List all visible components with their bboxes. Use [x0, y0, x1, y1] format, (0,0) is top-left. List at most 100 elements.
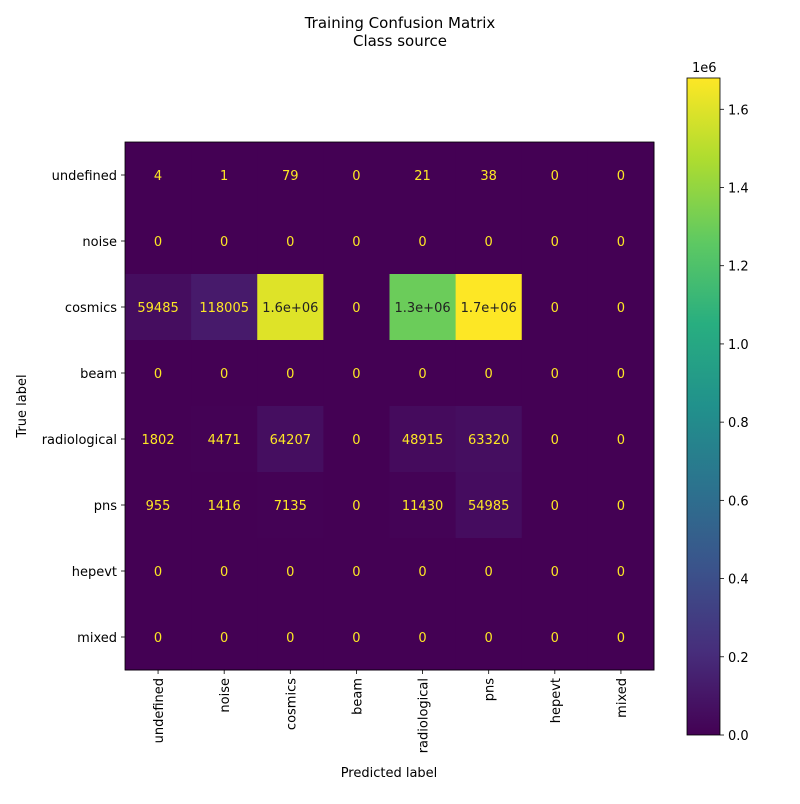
cell-value-label: 0	[352, 433, 360, 448]
cell-value-label: 0	[551, 235, 559, 250]
cell-value-label: 0	[418, 631, 426, 646]
cell-value-label: 0	[286, 565, 294, 580]
cell-value-label: 21	[414, 169, 431, 184]
y-axis-label: True label	[15, 374, 30, 438]
y-tick-label: undefined	[52, 169, 117, 184]
cell-value-label: 0	[418, 565, 426, 580]
colorbar-tick-label: 0.8	[728, 416, 749, 431]
chart-subtitle: Class source	[353, 32, 447, 50]
colorbar-tick-label: 0.2	[728, 651, 749, 666]
cell-value-label: 0	[485, 235, 493, 250]
cell-value-label: 0	[617, 301, 625, 316]
cell-value-label: 1	[220, 169, 228, 184]
heatmap-cells	[125, 142, 655, 671]
cell-value-label: 955	[146, 499, 171, 514]
cell-value-label: 0	[286, 631, 294, 646]
cell-value-label: 0	[551, 499, 559, 514]
cell-value-label: 0	[352, 169, 360, 184]
y-tick-label: pns	[94, 499, 117, 514]
cell-value-label: 4471	[208, 433, 241, 448]
cell-value-label: 1.7e+06	[461, 301, 517, 316]
x-axis-label: Predicted label	[341, 766, 438, 781]
cell-value-label: 0	[220, 235, 228, 250]
x-tick-label: beam	[350, 678, 365, 715]
cell-value-label: 0	[352, 565, 360, 580]
y-tick-label: radiological	[42, 433, 117, 448]
cell-value-label: 0	[551, 169, 559, 184]
cell-value-label: 0	[551, 301, 559, 316]
cell-value-label: 0	[418, 367, 426, 382]
colorbar-tick-label: 0.4	[728, 573, 749, 588]
y-tick-label: cosmics	[65, 301, 117, 316]
cell-value-label: 0	[154, 235, 162, 250]
cell-value-label: 79	[282, 169, 299, 184]
cell-value-label: 0	[220, 367, 228, 382]
colorbar-tick-label: 0.6	[728, 494, 749, 509]
cell-value-label: 0	[154, 565, 162, 580]
cell-value-label: 0	[418, 235, 426, 250]
cell-value-label: 1.6e+06	[262, 301, 318, 316]
cell-value-label: 0	[617, 367, 625, 382]
cell-value-label: 0	[352, 367, 360, 382]
cell-value-label: 0	[617, 433, 625, 448]
cell-value-label: 0	[551, 565, 559, 580]
x-axis-ticks: undefined noise cosmics beam radiological pns…	[152, 670, 630, 753]
chart-title: Training Confusion Matrix	[304, 14, 496, 32]
colorbar-tick-label: 0.0	[728, 729, 749, 744]
cell-value-label: 0	[551, 631, 559, 646]
y-tick-label: noise	[82, 235, 117, 250]
cell-value-label: 11430	[402, 499, 443, 514]
cell-value-label: 4	[154, 169, 162, 184]
colorbar-ticks: 0.0 0.2 0.4 0.6 0.8 1.0 1.2 1.4 1.6	[720, 103, 749, 744]
cell-value-label: 1416	[208, 499, 241, 514]
cell-value-label: 0	[352, 235, 360, 250]
y-axis-ticks: undefined noise cosmics beam radiological pns…	[42, 169, 125, 646]
colorbar	[687, 78, 720, 735]
cell-value-label: 118005	[199, 301, 249, 316]
x-tick-label: undefined	[152, 678, 167, 743]
cell-value-label: 0	[154, 631, 162, 646]
cell-value-label: 0	[551, 367, 559, 382]
cell-value-label: 38	[480, 169, 497, 184]
cell-value-label: 54985	[468, 499, 509, 514]
cell-value-label: 0	[154, 367, 162, 382]
cell-value-label: 0	[286, 367, 294, 382]
colorbar-tick-label: 1.0	[728, 338, 749, 353]
cell-value-label: 0	[485, 367, 493, 382]
y-tick-label: mixed	[77, 631, 117, 646]
cell-value-label: 1.3e+06	[395, 301, 451, 316]
x-tick-label: cosmics	[284, 678, 299, 730]
x-tick-label: hepevt	[549, 678, 564, 723]
cell-value-label: 0	[617, 235, 625, 250]
cell-value-label: 59485	[137, 301, 178, 316]
x-tick-label: noise	[218, 678, 233, 713]
cell-value-label: 0	[220, 631, 228, 646]
cell-value-label: 63320	[468, 433, 509, 448]
colorbar-tick-label: 1.6	[728, 103, 749, 118]
cell-value-label: 0	[352, 631, 360, 646]
y-tick-label: hepevt	[72, 565, 117, 580]
cell-value-label: 0	[286, 235, 294, 250]
cell-value-label: 0	[551, 433, 559, 448]
cell-value-label: 7135	[274, 499, 307, 514]
colorbar-tick-label: 1.4	[728, 182, 749, 197]
cell-value-label: 0	[485, 631, 493, 646]
cell-value-label: 0	[617, 169, 625, 184]
x-tick-label: pns	[483, 678, 498, 701]
cell-value-label: 48915	[402, 433, 443, 448]
x-tick-label: mixed	[615, 678, 630, 718]
colorbar-tick-label: 1.2	[728, 260, 749, 275]
cell-value-label: 0	[485, 565, 493, 580]
cell-value-label: 1802	[142, 433, 175, 448]
cell-value-label: 0	[352, 301, 360, 316]
cell-value-label: 64207	[270, 433, 311, 448]
colorbar-multiplier: 1e6	[692, 61, 717, 76]
x-tick-label: radiological	[417, 678, 432, 753]
cell-value-label: 0	[220, 565, 228, 580]
cell-value-label: 0	[617, 631, 625, 646]
cell-value-label: 0	[617, 499, 625, 514]
cell-value-label: 0	[617, 565, 625, 580]
y-tick-label: beam	[80, 367, 117, 382]
cell-value-label: 0	[352, 499, 360, 514]
